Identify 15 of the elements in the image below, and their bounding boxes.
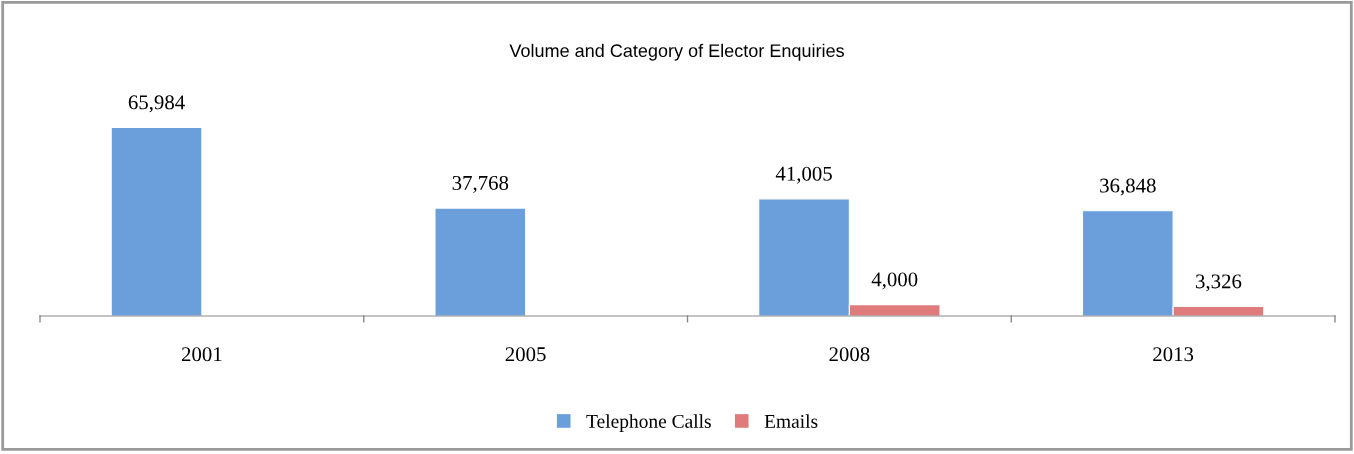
x-tick-label: 2005 (505, 347, 546, 362)
data-label: 3,326 (1196, 274, 1242, 292)
chart-title: Volume and Category of Elector Enquiries (509, 43, 844, 61)
x-tick-label: 2008 (829, 347, 870, 362)
data-label: 4,000 (871, 272, 918, 290)
x-tick-label: 2001 (181, 347, 222, 362)
x-tick-label: 2013 (1153, 347, 1194, 362)
legend-label: Telephone Calls (586, 414, 711, 432)
legend-label: Emails (764, 414, 818, 428)
data-label: 37,768 (452, 175, 509, 193)
data-label: 65,984 (128, 95, 185, 113)
data-label: 41,005 (775, 166, 832, 184)
bar (110, 126, 203, 316)
bar (434, 207, 527, 316)
data-label: 36,848 (1100, 178, 1156, 196)
